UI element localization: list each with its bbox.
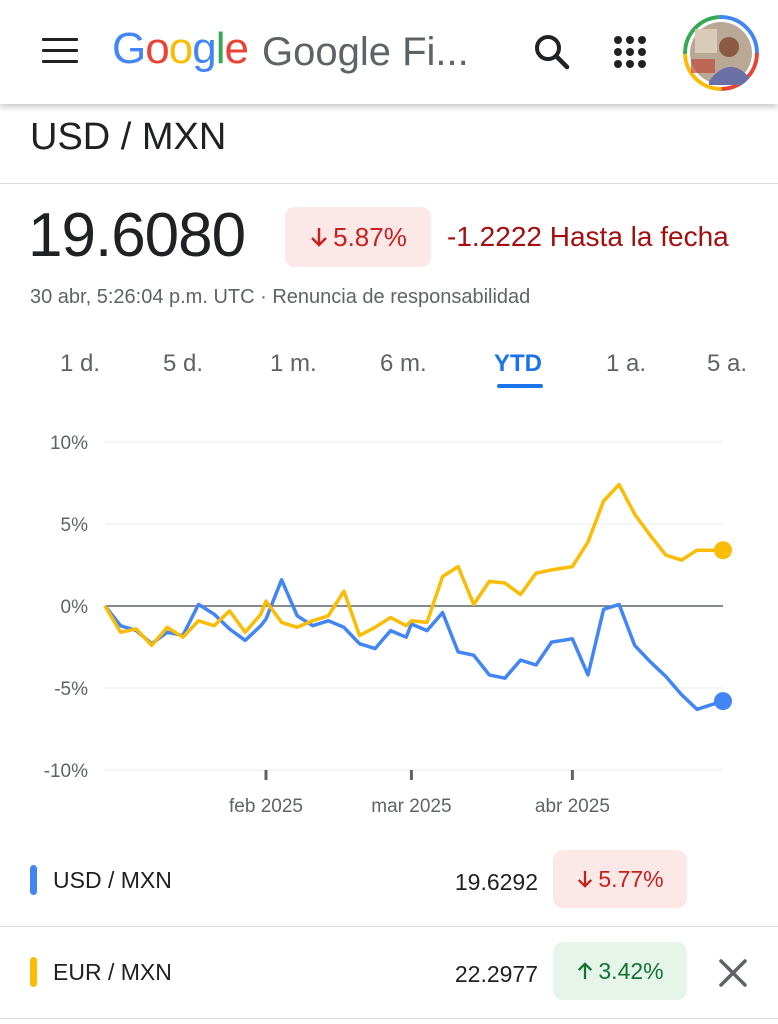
tab-6m[interactable]: 6 m. bbox=[380, 350, 427, 377]
x-tick-label: abr 2025 bbox=[535, 796, 610, 817]
comparison-change: 3.42% bbox=[598, 957, 664, 984]
y-tick-label: 5% bbox=[61, 515, 89, 536]
series-color-marker bbox=[30, 865, 37, 895]
comparison-row-eur-mxn[interactable]: EUR / MXN 22.2977 3.42% bbox=[0, 927, 778, 1017]
current-price: 19.6080 bbox=[28, 201, 246, 270]
divider bbox=[0, 1018, 778, 1019]
comparison-name: USD / MXN bbox=[53, 867, 172, 893]
y-tick-label: 10% bbox=[50, 433, 88, 454]
series-color-marker bbox=[30, 957, 37, 987]
active-tab-indicator bbox=[497, 384, 543, 388]
tab-ytd[interactable]: YTD bbox=[494, 350, 542, 377]
logo-letter: o bbox=[168, 24, 194, 73]
x-tick-label: mar 2025 bbox=[371, 796, 451, 817]
avatar[interactable] bbox=[683, 15, 759, 91]
tab-5y[interactable]: 5 a. bbox=[707, 350, 748, 377]
logo-letter: G bbox=[112, 24, 146, 73]
y-tick-label: -10% bbox=[44, 761, 88, 782]
x-axis-labels: feb 2025 mar 2025 abr 2025 bbox=[229, 770, 610, 817]
app-bar: Google Google Fi... bbox=[0, 0, 778, 104]
divider bbox=[0, 926, 778, 927]
series-line-usd-mxn bbox=[103, 578, 724, 712]
apps-grid-icon[interactable] bbox=[610, 32, 650, 72]
comparison-name: EUR / MXN bbox=[53, 959, 172, 985]
menu-icon[interactable] bbox=[40, 38, 80, 68]
logo-letter: o bbox=[145, 24, 170, 73]
tab-5d[interactable]: 5 d. bbox=[163, 350, 204, 377]
logo-letter: g bbox=[192, 24, 217, 73]
arrow-up-icon bbox=[578, 962, 593, 980]
comparison-row-usd-mxn[interactable]: USD / MXN 19.6292 5.77% bbox=[0, 835, 778, 925]
close-icon[interactable] bbox=[713, 953, 753, 993]
comparison-change: 5.77% bbox=[598, 865, 664, 892]
arrow-down-icon bbox=[311, 228, 328, 247]
tab-1d[interactable]: 1 d. bbox=[60, 350, 101, 377]
comparison-change-badge: 3.42% bbox=[553, 942, 687, 1000]
logo-letter: e bbox=[224, 24, 249, 73]
chart-series bbox=[103, 482, 732, 712]
google-logo[interactable]: Google bbox=[112, 24, 249, 74]
comparison-value: 19.6292 bbox=[454, 869, 538, 895]
arrow-down-icon bbox=[578, 870, 593, 888]
price-chart[interactable]: 10% 5% 0% -5% -10% feb 2025 mar 2025 abr 2025 bbox=[0, 420, 778, 820]
quote-timestamp[interactable]: 30 abr, 5:26:04 p.m. UTC · Renuncia de r… bbox=[30, 286, 531, 308]
comparison-change-badge: 5.77% bbox=[553, 850, 687, 908]
series-endpoint-eur-mxn bbox=[714, 541, 732, 560]
divider bbox=[0, 183, 778, 184]
series-endpoint-usd-mxn bbox=[714, 692, 732, 711]
logo-letter: l bbox=[215, 24, 226, 73]
comparison-value: 22.2977 bbox=[454, 961, 538, 987]
x-tick-label: feb 2025 bbox=[229, 796, 303, 817]
change-absolute: -1.2222 Hasta la fecha bbox=[447, 221, 729, 252]
change-percent: 5.87% bbox=[333, 221, 407, 252]
app-title: Google Fi... bbox=[262, 30, 469, 74]
search-icon[interactable] bbox=[530, 30, 574, 74]
y-axis-labels: 10% 5% 0% -5% -10% bbox=[44, 433, 88, 782]
tab-1y[interactable]: 1 a. bbox=[606, 350, 647, 377]
y-tick-label: -5% bbox=[54, 679, 88, 700]
series-line-eur-mxn bbox=[103, 482, 723, 648]
y-tick-label: 0% bbox=[61, 597, 89, 618]
tab-1m[interactable]: 1 m. bbox=[270, 350, 317, 377]
page-title: USD / MXN bbox=[30, 116, 227, 158]
change-percent-badge: 5.87% bbox=[285, 207, 431, 267]
